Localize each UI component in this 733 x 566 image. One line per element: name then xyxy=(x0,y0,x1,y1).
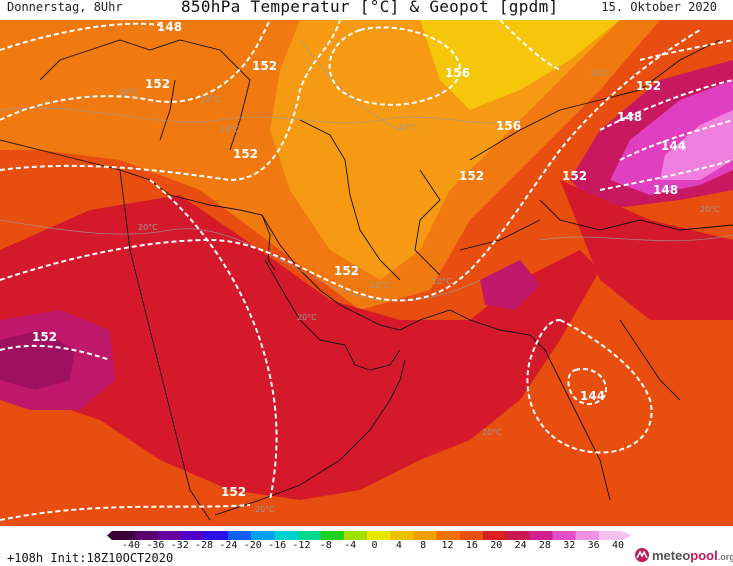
model-run-info: +108h Init:18Z10OCT2020 xyxy=(7,551,174,565)
colorbar-segment xyxy=(343,531,368,540)
temperature-zone-mild xyxy=(270,20,620,280)
colorbar-tick-label: 24 xyxy=(514,540,527,551)
logo-text: meteopool.org xyxy=(652,547,733,563)
isotherm-label: 20°C xyxy=(297,313,317,322)
colorbar-tick-label: 20 xyxy=(490,540,503,551)
isotherm-label: 10°C xyxy=(590,69,610,78)
colorbar-segment xyxy=(552,531,577,540)
isotherm-label: 20°C xyxy=(220,125,240,134)
geopot-label: 156 xyxy=(496,119,521,133)
weather-map[interactable]: 148 152 152 156 156 152 152 148 152 144 … xyxy=(0,20,733,526)
temperature-zone-hot-pakistan xyxy=(480,260,540,310)
colorbar-tick-label: 16 xyxy=(465,540,478,551)
temperature-zone-cold-peak xyxy=(660,110,733,180)
colorbar-segment xyxy=(413,531,438,540)
colorbar-tick-label: 40 xyxy=(611,540,625,551)
colorbar-segment xyxy=(436,531,461,540)
temperature-zone-hot-arabia xyxy=(0,195,600,500)
colorbar-segment xyxy=(529,531,553,540)
colorbar-segment xyxy=(575,531,600,540)
colorbar-tick-label: -16 xyxy=(268,540,287,551)
colorbar-arrow-min xyxy=(107,531,112,540)
colorbar-tick-label: -4 xyxy=(344,540,357,551)
colorbar-segment xyxy=(297,531,322,540)
isotherm-label: 10°C xyxy=(200,95,220,104)
isotherm-label: 10°C xyxy=(118,88,138,97)
geopot-label: 156 xyxy=(445,66,470,80)
colorbar-tick-label: -12 xyxy=(292,540,311,551)
isotherm-label: 20°C xyxy=(482,428,502,437)
colorbar-tick-label: 0 xyxy=(371,540,378,551)
colorbar-segment xyxy=(181,531,206,540)
colorbar-tick-label: 36 xyxy=(587,540,600,551)
geopot-label: 144 xyxy=(661,139,686,153)
geopot-label: 152 xyxy=(636,79,661,93)
temperature-colorbar xyxy=(107,531,632,540)
colorbar-tick-label: -32 xyxy=(170,540,189,551)
isotherm-label: 20°C xyxy=(370,281,390,290)
colorbar-segment xyxy=(204,531,229,540)
colorbar-segment xyxy=(135,531,159,540)
colorbar-segment xyxy=(506,531,530,540)
colorbar-tick-label: -24 xyxy=(219,540,238,551)
colorbar-tick-label: -40 xyxy=(121,540,141,551)
colorbar-tick-label: -28 xyxy=(195,540,214,551)
colorbar-segment xyxy=(227,531,252,540)
colorbar-arrow-max xyxy=(622,531,632,540)
isotherm-label: 10°C xyxy=(432,277,452,286)
geopot-label: 148 xyxy=(157,20,182,34)
colorbar-tick-label: 12 xyxy=(441,540,454,551)
colorbar-segment xyxy=(158,531,183,540)
colorbar-ticks: -40 -36 -32 -28 -24 -20 -16 -12 -8 -4 0 4 8 12 16 20 24 2… xyxy=(0,540,733,554)
geopot-label: 152 xyxy=(562,169,587,183)
valid-day-label: Donnerstag, 8Uhr xyxy=(7,0,123,14)
isotherm-label: 10°C xyxy=(398,123,418,132)
colorbar-tick-label: 28 xyxy=(538,540,551,551)
geopot-label: 152 xyxy=(459,169,484,183)
colorbar-segment xyxy=(251,531,275,540)
map-title: 850hPa Temperatur [°C] & Geopot [gpdm] xyxy=(181,0,559,16)
temperature-zone-hot-india xyxy=(560,180,733,320)
geopot-label: 152 xyxy=(221,485,246,499)
geopot-label: 152 xyxy=(32,330,57,344)
geopot-label: 148 xyxy=(617,110,642,124)
colorbar-tick-label: 8 xyxy=(420,540,427,551)
geopot-label: 144 xyxy=(580,389,605,403)
colorbar-segment xyxy=(320,531,345,540)
geopot-label: 152 xyxy=(334,264,359,278)
colorbar-segment xyxy=(598,531,623,540)
logo-icon xyxy=(635,548,649,562)
colorbar-tick-label: 32 xyxy=(563,540,576,551)
header-bar: Donnerstag, 8Uhr 850hPa Temperatur [°C] … xyxy=(0,0,733,20)
colorbar-segment xyxy=(390,531,414,540)
colorbar-tick-label: -20 xyxy=(243,540,262,551)
colorbar-tick-label: -36 xyxy=(146,540,165,551)
meteopool-logo[interactable]: meteopool.org xyxy=(634,546,733,564)
temperature-zone-hot-core xyxy=(0,330,75,390)
geopotential-isolines xyxy=(0,20,733,521)
colorbar-segment xyxy=(459,531,484,540)
temperature-zone-cool xyxy=(420,20,620,110)
geopot-label: 152 xyxy=(252,59,277,73)
isotherm-label: 20°C xyxy=(700,205,720,214)
geopot-label: 148 xyxy=(653,183,678,197)
geopot-label: 152 xyxy=(145,77,170,91)
colorbar-segment xyxy=(112,531,136,540)
isotherm-label: 20°C xyxy=(138,223,158,232)
colorbar-segment xyxy=(274,531,298,540)
geopot-label: 152 xyxy=(233,147,258,161)
colorbar-tick-label: -8 xyxy=(319,540,332,551)
isotherm-label: 20°C xyxy=(255,505,275,514)
valid-date-label: 15. Oktober 2020 xyxy=(601,0,717,14)
coastlines-borders xyxy=(0,39,733,521)
colorbar-segment xyxy=(482,531,507,540)
colorbar-tick-label: 4 xyxy=(395,540,402,551)
colorbar-segment xyxy=(367,531,391,540)
